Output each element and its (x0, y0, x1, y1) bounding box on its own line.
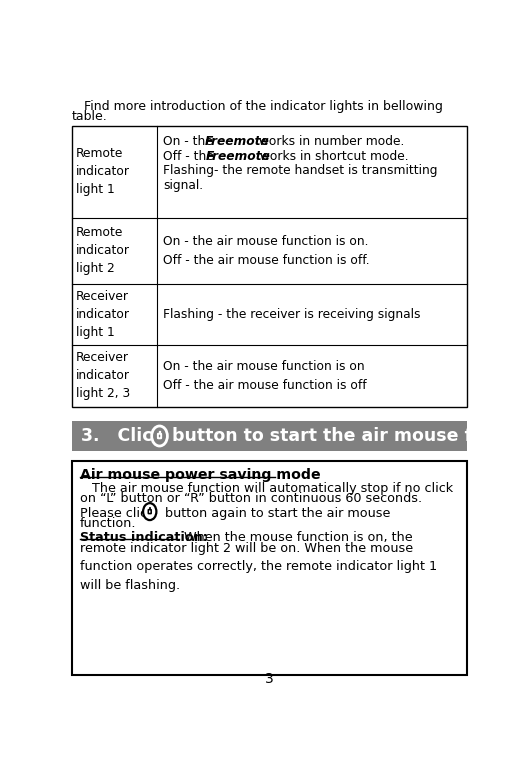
Text: table.: table. (72, 110, 108, 122)
FancyBboxPatch shape (158, 433, 161, 438)
Text: On - the air mouse function is on
Off - the air mouse function is off: On - the air mouse function is on Off - … (163, 360, 367, 392)
Text: function.: function. (80, 517, 136, 530)
Text: Remote
indicator
light 2: Remote indicator light 2 (76, 226, 130, 275)
Text: signal.: signal. (163, 179, 203, 192)
Text: On - the air mouse function is on.
Off - the air mouse function is off.: On - the air mouse function is on. Off -… (163, 235, 370, 267)
Text: button again to start the air mouse: button again to start the air mouse (160, 506, 390, 520)
Text: The air mouse function will automatically stop if no click: The air mouse function will automaticall… (80, 482, 453, 495)
Text: 3: 3 (265, 672, 274, 686)
Text: on “L” button or “R” button in continuous 60 seconds.: on “L” button or “R” button in continuou… (80, 492, 422, 505)
Text: Flashing- the remote handset is transmitting: Flashing- the remote handset is transmit… (163, 164, 438, 177)
Text: Air mouse power saving mode: Air mouse power saving mode (80, 468, 320, 482)
Text: Receiver
indicator
light 2, 3: Receiver indicator light 2, 3 (76, 352, 130, 401)
Text: Please click: Please click (80, 506, 158, 520)
FancyBboxPatch shape (148, 510, 151, 513)
Text: remote indicator light 2 will be on. When the mouse
function operates correctly,: remote indicator light 2 will be on. Whe… (80, 541, 437, 591)
Text: When the mouse function is on, the: When the mouse function is on, the (179, 531, 412, 545)
Text: On - the: On - the (163, 135, 217, 148)
Text: Off - the: Off - the (163, 149, 218, 163)
Bar (72, 421, 467, 451)
Text: Receiver
indicator
light 1: Receiver indicator light 1 (76, 290, 130, 339)
Bar (72, 461, 467, 675)
Text: button to start the air mouse function: button to start the air mouse function (172, 427, 526, 445)
Text: Find more introduction of the indicator lights in bellowing: Find more introduction of the indicator … (72, 100, 443, 113)
Text: works in number mode.: works in number mode. (255, 135, 404, 148)
Text: works in shortcut mode.: works in shortcut mode. (256, 149, 408, 163)
Text: Status indication:: Status indication: (80, 531, 208, 545)
Text: Remote
indicator
light 1: Remote indicator light 1 (76, 147, 130, 196)
Ellipse shape (143, 503, 156, 520)
Ellipse shape (151, 426, 167, 446)
Text: Freemote: Freemote (206, 149, 270, 163)
Text: Freemote: Freemote (205, 135, 269, 148)
Bar (72, 126, 467, 407)
Text: Flashing - the receiver is receiving signals: Flashing - the receiver is receiving sig… (163, 308, 421, 321)
Text: 3.   Click: 3. Click (81, 427, 170, 445)
